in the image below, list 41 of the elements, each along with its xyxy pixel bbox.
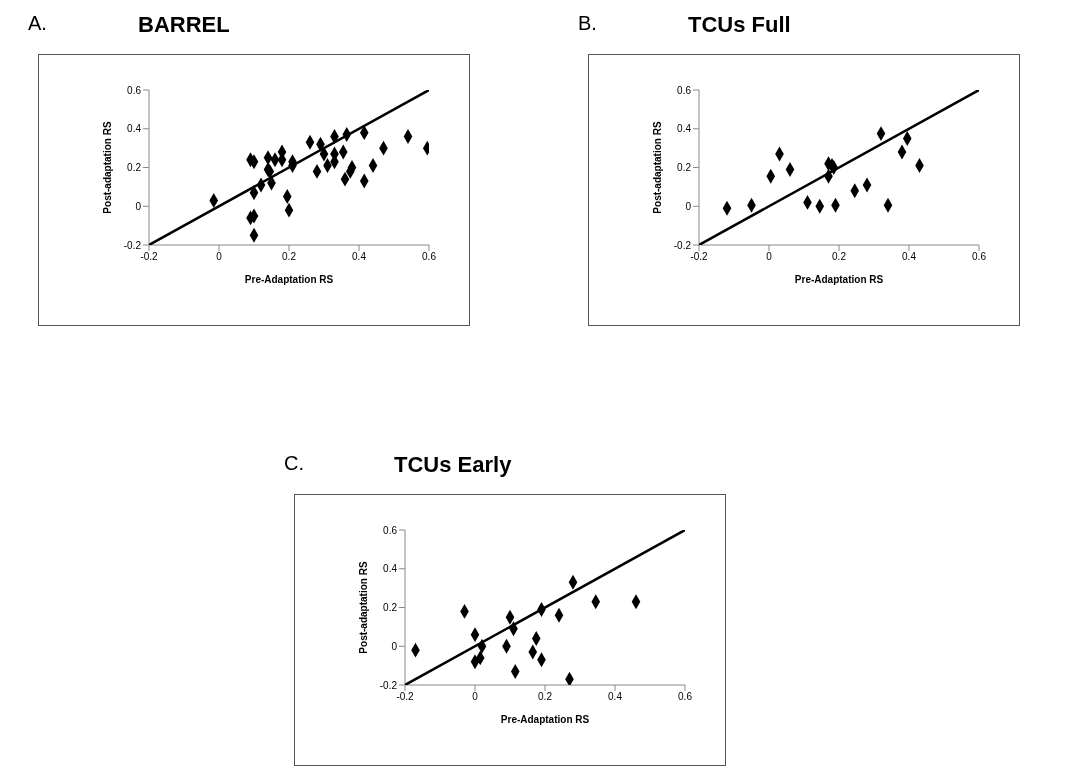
y-tick-label: 0.2 xyxy=(383,602,398,614)
y-tick-label: 0.4 xyxy=(677,123,692,135)
x-axis-title: Pre-Adaptation RS xyxy=(794,274,884,285)
x-axis-title: Pre-Adaptation RS xyxy=(244,274,334,285)
x-tick-label: -0.2 xyxy=(140,251,159,263)
x-tick-label: 0 xyxy=(216,251,223,263)
y-tick-label: 0.6 xyxy=(677,84,692,96)
x-tick-label: 0 xyxy=(766,251,773,263)
y-tick-label: 0.4 xyxy=(383,563,398,575)
y-tick-label: 0.6 xyxy=(127,84,142,96)
chart-title: TCUs Full xyxy=(688,12,791,38)
y-tick-label: 0.6 xyxy=(383,524,398,536)
x-tick-label: 0.4 xyxy=(902,251,917,263)
text: B. xyxy=(578,12,597,35)
x-tick-label: 0.6 xyxy=(972,251,987,263)
x-tick-label: 0.6 xyxy=(422,251,437,263)
y-tick-label: 0 xyxy=(391,640,398,652)
x-tick-label: 0.2 xyxy=(282,251,297,263)
y-tick-label: 0.2 xyxy=(127,162,142,174)
y-tick-label: -0.2 xyxy=(379,679,398,691)
y-tick-label: -0.2 xyxy=(673,239,692,251)
y-tick-label: 0 xyxy=(685,200,692,212)
chart-title: TCUs Early xyxy=(394,452,512,478)
x-tick-label: 0.2 xyxy=(538,691,553,703)
x-axis-title: Pre-Adaptation RS xyxy=(500,714,590,725)
x-tick-label: 0.4 xyxy=(608,691,623,703)
y-tick-label: 0.2 xyxy=(677,162,692,174)
x-tick-label: 0.4 xyxy=(352,251,367,263)
x-tick-label: -0.2 xyxy=(396,691,415,703)
text: A. xyxy=(28,12,47,35)
y-tick-label: 0.4 xyxy=(127,123,142,135)
x-tick-label: 0 xyxy=(472,691,479,703)
y-axis-title: Post-adaptation RS xyxy=(357,561,369,654)
x-tick-label: -0.2 xyxy=(690,251,709,263)
x-tick-label: 0.2 xyxy=(832,251,847,263)
y-tick-label: 0 xyxy=(135,200,142,212)
y-axis-title: Post-adaptation RS xyxy=(101,121,113,214)
y-axis-title: Post-adaptation RS xyxy=(651,121,663,214)
text: C. xyxy=(284,452,304,475)
y-tick-label: -0.2 xyxy=(123,239,142,251)
chart-title: BARREL xyxy=(138,12,230,38)
